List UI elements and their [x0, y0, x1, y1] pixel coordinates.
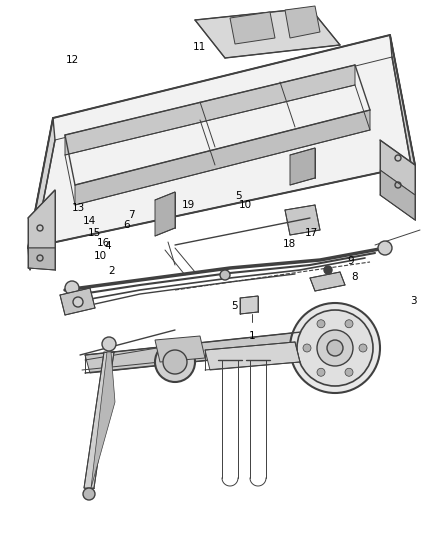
Polygon shape	[205, 342, 300, 370]
Polygon shape	[310, 272, 345, 291]
Circle shape	[317, 368, 325, 376]
Polygon shape	[28, 248, 55, 270]
Text: 8: 8	[351, 272, 358, 282]
Circle shape	[290, 303, 380, 393]
Polygon shape	[380, 140, 415, 195]
Polygon shape	[285, 6, 320, 38]
Polygon shape	[155, 192, 175, 236]
Polygon shape	[285, 205, 320, 235]
Polygon shape	[240, 296, 258, 314]
Circle shape	[303, 344, 311, 352]
Text: 5: 5	[235, 191, 242, 201]
Polygon shape	[380, 170, 415, 220]
Polygon shape	[85, 330, 325, 373]
Circle shape	[327, 340, 343, 356]
Polygon shape	[84, 352, 114, 488]
Text: 12: 12	[66, 55, 79, 64]
Polygon shape	[28, 118, 55, 270]
Circle shape	[378, 241, 392, 255]
Polygon shape	[91, 352, 115, 488]
Circle shape	[297, 310, 373, 386]
Circle shape	[345, 320, 353, 328]
Text: 19: 19	[182, 200, 195, 210]
Text: 9: 9	[347, 256, 354, 266]
Polygon shape	[155, 336, 205, 362]
Polygon shape	[195, 8, 340, 58]
Text: 10: 10	[94, 251, 107, 261]
Circle shape	[317, 330, 353, 366]
Polygon shape	[290, 148, 315, 185]
Text: 7: 7	[128, 210, 135, 220]
Circle shape	[324, 266, 332, 274]
Circle shape	[359, 344, 367, 352]
Text: 17: 17	[304, 229, 318, 238]
Circle shape	[163, 350, 187, 374]
Text: 4: 4	[104, 241, 111, 251]
Polygon shape	[60, 288, 95, 315]
Circle shape	[83, 488, 95, 500]
Polygon shape	[28, 35, 415, 248]
Circle shape	[102, 337, 116, 351]
Text: 15: 15	[88, 228, 101, 238]
Circle shape	[155, 342, 195, 382]
Polygon shape	[75, 110, 370, 205]
Circle shape	[220, 270, 230, 280]
Text: 16: 16	[97, 238, 110, 247]
Polygon shape	[390, 35, 415, 187]
Circle shape	[73, 297, 83, 307]
Text: 2: 2	[108, 266, 115, 276]
Circle shape	[345, 368, 353, 376]
Circle shape	[317, 320, 325, 328]
Polygon shape	[65, 65, 355, 155]
Text: 18: 18	[283, 239, 296, 249]
Polygon shape	[230, 12, 275, 44]
Circle shape	[65, 281, 79, 295]
Polygon shape	[28, 190, 55, 248]
Text: 11: 11	[193, 42, 206, 52]
Text: 1: 1	[248, 331, 255, 341]
Text: 10: 10	[239, 200, 252, 210]
Text: 14: 14	[83, 216, 96, 226]
Text: 13: 13	[72, 203, 85, 213]
Text: 3: 3	[410, 296, 417, 306]
Text: 5: 5	[231, 302, 238, 311]
Text: 6: 6	[124, 220, 131, 230]
